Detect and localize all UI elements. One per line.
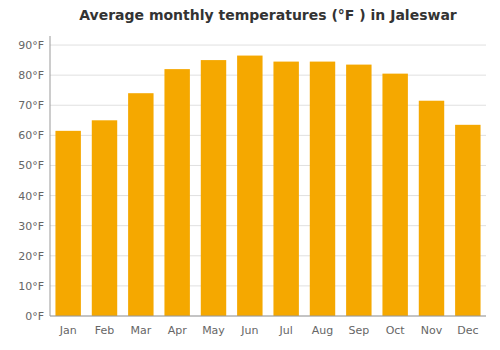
title: Average monthly temperatures (°F ) in Ja… xyxy=(79,7,457,23)
grid-line xyxy=(50,75,486,76)
y-axis-line xyxy=(50,36,51,316)
grid xyxy=(50,45,486,316)
x-tick-label: May xyxy=(202,324,225,337)
x-tick-label: Aug xyxy=(312,324,333,337)
y-tick-label: 30°F xyxy=(18,220,44,233)
bar xyxy=(201,60,226,316)
y-tick-label: 50°F xyxy=(18,159,44,172)
x-tick-label: Apr xyxy=(168,324,188,337)
y-tick-label: 0°F xyxy=(25,310,44,323)
y-tick-label: 90°F xyxy=(18,39,44,52)
bars xyxy=(55,56,480,316)
x-tick-label: Jun xyxy=(240,324,258,337)
x-axis-line xyxy=(50,316,486,317)
x-tick-label: Jan xyxy=(59,324,77,337)
y-tick-label: 10°F xyxy=(18,280,44,293)
x-tick-label: Nov xyxy=(421,324,443,337)
bar xyxy=(237,56,262,316)
x-tick-label: Sep xyxy=(348,324,369,337)
y-tick-label: 70°F xyxy=(18,99,44,112)
x-tick-label: Jul xyxy=(279,324,293,337)
bar xyxy=(382,74,407,316)
bar xyxy=(164,69,189,316)
x-tick-label: Feb xyxy=(95,324,114,337)
chart: Average monthly temperatures (°F ) in Ja… xyxy=(0,0,500,350)
bar xyxy=(128,93,153,316)
bar xyxy=(419,101,444,316)
y-tick-label: 20°F xyxy=(18,250,44,263)
bar xyxy=(92,120,117,316)
y-tick-label: 60°F xyxy=(18,129,44,142)
bar xyxy=(310,62,335,316)
grid-line xyxy=(50,45,486,46)
y-tick-label: 40°F xyxy=(18,190,44,203)
x-tick-label: Oct xyxy=(386,324,406,337)
bar xyxy=(55,131,80,316)
bar xyxy=(273,62,298,316)
y-tick-label: 80°F xyxy=(18,69,44,82)
bar xyxy=(346,65,371,316)
x-tick-label: Dec xyxy=(457,324,478,337)
x-tick-label: Mar xyxy=(130,324,151,337)
grid-line xyxy=(50,316,486,317)
bar xyxy=(455,125,480,316)
